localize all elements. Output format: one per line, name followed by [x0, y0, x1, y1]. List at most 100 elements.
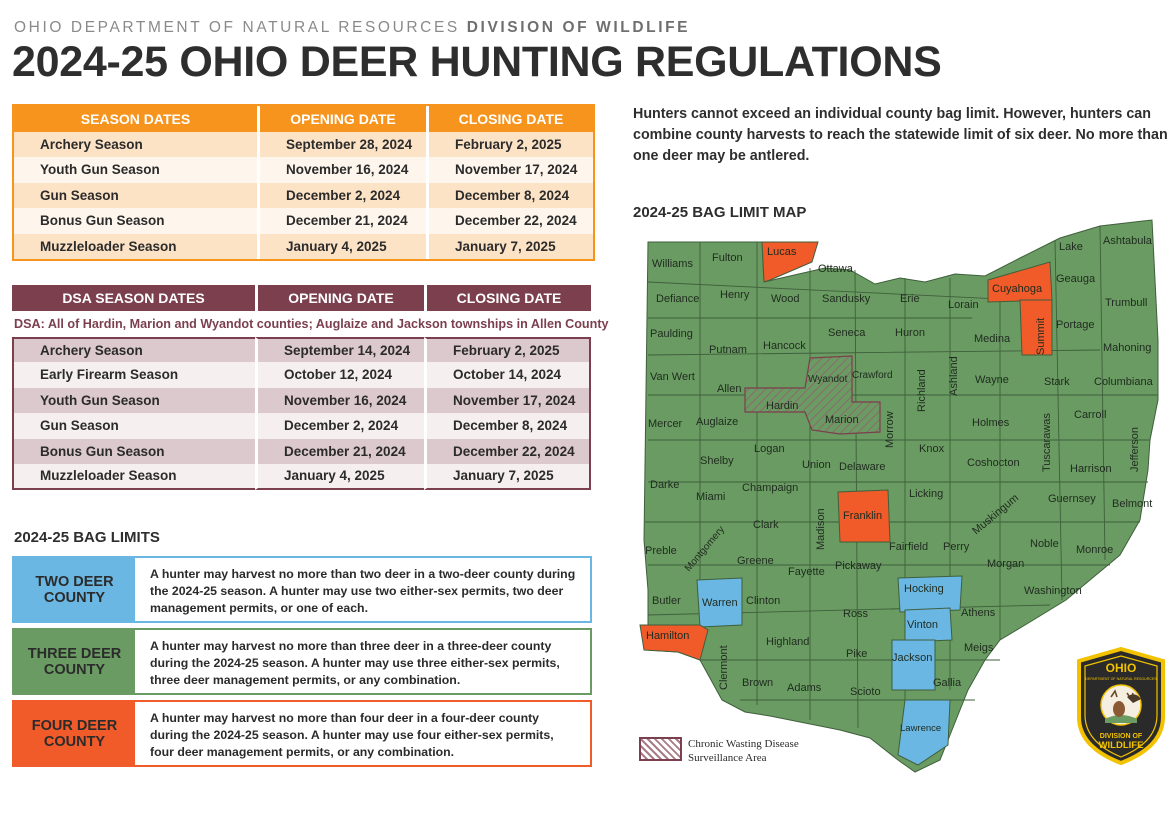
county-hamilton — [639, 624, 709, 661]
cwd-surveillance-area — [744, 355, 881, 435]
county-vinton — [904, 607, 953, 643]
county-label: Coshocton — [967, 457, 1020, 469]
county-lawrence — [897, 699, 951, 766]
county-label: Noble — [1030, 538, 1059, 550]
county-label: Pickaway — [835, 560, 882, 572]
county-label: Wayne — [975, 374, 1009, 386]
county-label: Darke — [650, 479, 679, 491]
county-label: Jackson — [892, 652, 932, 664]
header-cell: CLOSING DATE — [424, 285, 591, 311]
table-row: Gun Season December 2, 2024 December 8, … — [14, 182, 593, 208]
county-label: Adams — [787, 682, 822, 694]
county-label: Crawford — [852, 370, 893, 381]
kicker-division: DIVISION OF WILDLIFE — [466, 19, 691, 36]
season-name: Gun Season — [12, 413, 255, 439]
county-label: Summit — [1035, 318, 1047, 355]
county-label: Hancock — [763, 340, 806, 352]
county-label: Meigs — [964, 642, 994, 654]
county-label: Hardin — [766, 400, 798, 412]
header-cell: CLOSING DATE — [426, 106, 593, 132]
county-label: Medina — [974, 333, 1011, 345]
closing-date: February 2, 2025 — [424, 336, 591, 362]
table-row: Archery Season September 14, 2024 Februa… — [12, 336, 591, 362]
county-label: Miami — [696, 491, 725, 503]
county-label: Mahoning — [1103, 342, 1151, 354]
dsa-note-row: DSA: All of Hardin, Marion and Wyandot c… — [12, 310, 609, 337]
county-franklin — [837, 489, 891, 543]
county-label: Ashtabula — [1103, 235, 1153, 247]
county-label: Auglaize — [696, 416, 738, 428]
two-deer-swatch: TWO DEER COUNTY — [14, 558, 135, 621]
season-name: Gun Season — [14, 182, 257, 208]
county-label: Williams — [652, 258, 693, 270]
county-label: Morgan — [987, 558, 1024, 570]
four-deer-limit: FOUR DEER COUNTY A hunter may harvest no… — [12, 700, 592, 767]
county-lucas — [761, 241, 819, 283]
season-name: Archery Season — [14, 131, 257, 157]
opening-date: December 21, 2024 — [255, 438, 424, 464]
county-label: Butler — [652, 595, 681, 607]
opening-date: September 28, 2024 — [257, 131, 426, 157]
county-label: Lorain — [948, 299, 979, 311]
table-row: Early Firearm Season October 12, 2024 Oc… — [12, 362, 591, 388]
county-label: Defiance — [656, 293, 699, 305]
county-label: Wood — [771, 293, 800, 305]
county-label: Hocking — [904, 583, 944, 595]
closing-date: November 17, 2024 — [426, 157, 593, 183]
season-name: Muzzleloader Season — [12, 464, 255, 490]
county-label: Richland — [916, 369, 928, 412]
county-label: Sandusky — [822, 293, 871, 305]
opening-date: September 14, 2024 — [255, 336, 424, 362]
county-label: Monroe — [1076, 544, 1113, 556]
county-label: Tuscarawas — [1041, 413, 1053, 472]
closing-date: January 7, 2025 — [424, 464, 591, 490]
county-hocking — [897, 575, 963, 613]
county-label: Erie — [900, 293, 920, 305]
two-deer-limit: TWO DEER COUNTY A hunter may harvest no … — [12, 556, 592, 623]
county-label: Highland — [766, 636, 809, 648]
season-name: Bonus Gun Season — [14, 208, 257, 234]
header-cell: OPENING DATE — [255, 285, 424, 311]
county-label: Clark — [753, 519, 779, 531]
county-label: Stark — [1044, 376, 1070, 388]
county-label: Seneca — [828, 327, 866, 339]
county-label: Warren — [702, 597, 738, 609]
season-dates-table: SEASON DATES OPENING DATE CLOSING DATE A… — [12, 104, 595, 261]
three-deer-swatch: THREE DEER COUNTY — [14, 630, 135, 693]
county-jackson — [891, 639, 936, 691]
county-label: Gallia — [933, 677, 962, 689]
county-label: Vinton — [907, 619, 938, 631]
three-deer-description: A hunter may harvest no more than three … — [150, 639, 560, 687]
closing-date: December 8, 2024 — [424, 413, 591, 439]
season-name: Bonus Gun Season — [12, 438, 255, 464]
county-label: Trumbull — [1105, 297, 1147, 309]
opening-date: December 2, 2024 — [255, 413, 424, 439]
county-label: Allen — [717, 383, 741, 395]
county-label: Ottawa — [818, 263, 854, 275]
county-label: Perry — [943, 541, 970, 553]
county-label: Marion — [825, 414, 859, 426]
two-deer-description: A hunter may harvest no more than two de… — [150, 567, 576, 615]
four-deer-swatch: FOUR DEER COUNTY — [14, 702, 135, 765]
county-label: Henry — [720, 289, 750, 301]
table-row: Muzzleloader Season January 4, 2025 Janu… — [12, 464, 591, 490]
division-of-wildlife-logo: OHIO DEPARTMENT OF NATURAL RESOURCES DIV… — [1077, 647, 1165, 765]
header-cell: DSA SEASON DATES — [12, 285, 255, 311]
county-label: Ross — [843, 608, 869, 620]
ohio-outline — [643, 219, 1159, 773]
county-label: Putnam — [709, 344, 747, 356]
county-warren — [696, 577, 743, 628]
county-label: Portage — [1056, 319, 1095, 331]
county-label: Brown — [742, 677, 773, 689]
county-label: Licking — [909, 488, 943, 500]
opening-date: January 4, 2025 — [255, 464, 424, 490]
county-label: Wyandot — [808, 374, 848, 385]
table-row: Bonus Gun Season December 21, 2024 Decem… — [12, 438, 591, 464]
county-label: Fulton — [712, 252, 743, 264]
county-label: Cuyahoga — [992, 283, 1043, 295]
season-name: Early Firearm Season — [12, 362, 255, 388]
opening-date: November 16, 2024 — [255, 387, 424, 413]
opening-date: October 12, 2024 — [255, 362, 424, 388]
county-label: Lawrence — [900, 723, 941, 734]
